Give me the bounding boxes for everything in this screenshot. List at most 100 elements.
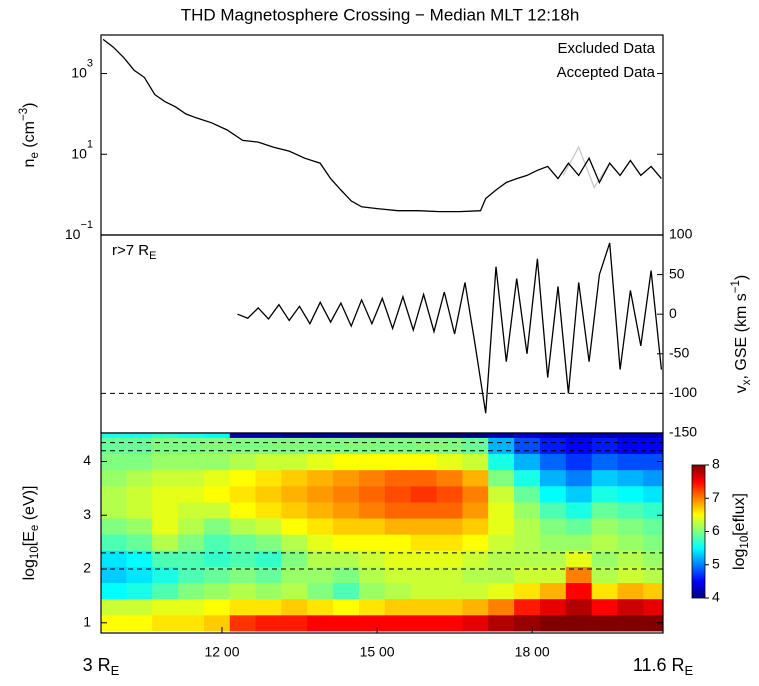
heat-cell: [358, 453, 386, 471]
heat-cell: [178, 433, 205, 438]
heat-cell: [514, 501, 541, 519]
heat-cell: [514, 517, 541, 535]
heat-cell: [539, 566, 567, 584]
label-part: r>7 R: [112, 242, 149, 259]
heat-cell: [203, 534, 231, 551]
heat-cell: [281, 437, 308, 455]
heat-cell: [643, 582, 663, 600]
heat-cell: [539, 437, 567, 455]
heat-cell: [643, 614, 663, 632]
heat-cell: [358, 437, 386, 455]
heat-cell: [591, 566, 619, 584]
label-part: (cm: [21, 121, 38, 152]
label-part: e: [29, 152, 41, 158]
heat-cell: [436, 566, 463, 584]
heat-cell: [591, 517, 619, 535]
heat-cell: [643, 534, 663, 551]
heat-cell: [591, 501, 619, 519]
y-axis-label: ne (cm−3): [18, 103, 41, 168]
heat-cell: [643, 485, 663, 503]
heat-cell: [410, 517, 438, 535]
heat-cell: [126, 437, 153, 455]
heat-cell: [281, 582, 308, 600]
heat-cell: [101, 582, 127, 600]
y-tick-label: -150: [669, 424, 697, 440]
heat-cell: [565, 453, 593, 471]
heat-cell: [333, 501, 360, 519]
colorbar-tick-label: 7: [712, 489, 720, 505]
spectrogram: [101, 433, 663, 632]
tick-base: 10: [71, 64, 87, 80]
heat-cell: [643, 433, 663, 438]
heat-cell: [488, 501, 515, 519]
heat-cell: [229, 550, 257, 567]
heat-cell: [126, 433, 153, 438]
heat-cell: [488, 550, 515, 567]
label-part: (eV)]: [21, 486, 38, 525]
y-tick-label: 101: [71, 138, 93, 161]
heat-cell: [229, 469, 257, 487]
heat-cell: [539, 485, 567, 503]
heat-cell: [436, 534, 463, 551]
heat-cell: [591, 550, 619, 567]
heat-cell: [178, 550, 205, 567]
heat-cell: [539, 598, 567, 616]
heat-cell: [203, 437, 231, 455]
heat-cell: [178, 453, 205, 471]
heat-cell: [384, 598, 412, 616]
legend-entry: Excluded Data: [557, 40, 655, 57]
heat-cell: [462, 582, 489, 600]
heat-cell: [565, 437, 593, 455]
heat-cell: [126, 614, 153, 632]
heat-cell: [126, 566, 153, 584]
heat-cell: [384, 433, 412, 438]
heat-cell: [152, 566, 179, 584]
heat-cell: [307, 598, 334, 616]
colorbar-tick-label: 6: [712, 522, 720, 538]
heat-cell: [229, 517, 257, 535]
heat-cell: [281, 566, 308, 584]
annotation: r>7 RE: [112, 242, 156, 262]
heat-cell: [307, 517, 334, 535]
y-tick-label: 4: [83, 452, 91, 468]
heat-cell: [643, 437, 663, 455]
label-part: ): [733, 275, 750, 280]
heat-cell: [178, 534, 205, 551]
heat-cell: [229, 437, 257, 455]
heat-cell: [255, 582, 283, 600]
heat-cell: [643, 566, 663, 584]
heat-cell: [333, 614, 360, 632]
heat-cell: [281, 485, 308, 503]
colorbar-label: log10[eflux]: [731, 493, 751, 570]
heat-cell: [126, 517, 153, 535]
heat-cell: [358, 433, 386, 438]
heat-cell: [203, 485, 231, 503]
heat-cell: [178, 598, 205, 616]
colorbar-tick-label: 5: [712, 555, 720, 571]
heat-cell: [488, 534, 515, 551]
label-part: 10: [29, 546, 41, 559]
tick-base: 10: [71, 145, 87, 161]
heat-cell: [358, 614, 386, 632]
heat-cell: [126, 453, 153, 471]
heat-cell: [436, 469, 463, 487]
heat-cell: [229, 582, 257, 600]
heat-cell: [539, 453, 567, 471]
heat-cell: [384, 534, 412, 551]
heat-cell: [462, 433, 489, 438]
heat-cell: [488, 566, 515, 584]
heat-cell: [152, 469, 179, 487]
heat-cell: [514, 485, 541, 503]
heat-cell: [358, 550, 386, 567]
heat-cell: [384, 550, 412, 567]
heat-cell: [358, 501, 386, 519]
heat-cell: [281, 550, 308, 567]
heat-cell: [591, 433, 619, 438]
heat-cell: [152, 453, 179, 471]
heat-cell: [436, 582, 463, 600]
heat-cell: [229, 433, 257, 438]
heat-cell: [333, 485, 360, 503]
heat-cell: [514, 469, 541, 487]
heat-cell: [410, 582, 438, 600]
heat-cell: [358, 566, 386, 584]
